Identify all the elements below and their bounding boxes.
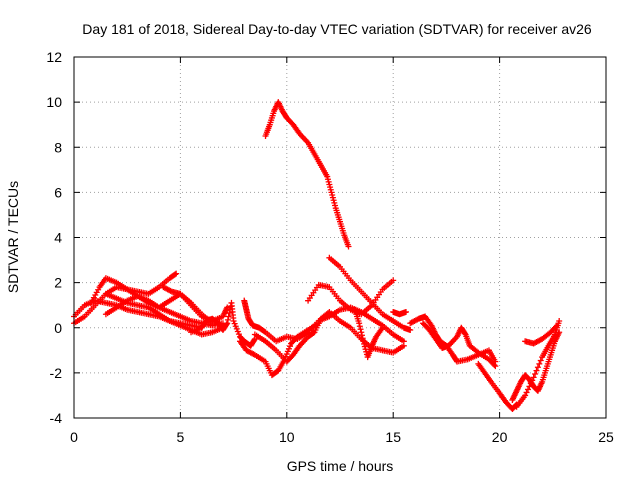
y-tick-label: 4 [54,230,62,246]
series-markers [102,290,226,338]
series-track-14 [351,306,386,361]
series-track-08 [241,297,407,345]
y-tick-label: 2 [54,275,62,291]
y-tick-label: 6 [54,184,62,200]
y-tick-label: 0 [54,320,62,336]
series-track-18 [475,360,520,412]
series-track-21 [522,322,561,347]
x-tick-label: 10 [279,429,295,445]
series-markers [241,297,407,345]
series-markers [513,317,563,410]
series-track-13 [326,254,414,334]
y-tick-label: -4 [50,410,63,426]
series-track-10 [236,320,322,379]
y-tick-label: -2 [50,365,63,381]
grid-layer [74,57,606,418]
series-track-15 [390,308,409,318]
series-track-06 [160,284,231,324]
y-axis-label: SDTVAR / TECUs [5,181,21,293]
chart-title: Day 181 of 2018, Sidereal Day-to-day VTE… [82,21,592,37]
series-track-16 [407,313,499,365]
y-tick-label: 8 [54,139,62,155]
x-tick-label: 20 [492,429,508,445]
series-track-07 [188,299,258,349]
axis-layer: 0 5 10 15 20 25 -4 -2 0 2 4 6 8 10 12 [46,49,614,445]
series-track-11 [262,99,352,250]
series-markers [475,360,520,412]
series-markers [262,99,352,250]
series-markers [390,308,409,318]
series-track-20 [513,317,563,410]
y-tick-label: 12 [46,49,62,65]
y-tick-label: 10 [46,94,62,110]
x-tick-label: 5 [177,429,185,445]
series-markers [160,284,231,324]
series-markers [236,320,322,379]
x-tick-label: 25 [598,429,614,445]
series-track-17 [419,320,499,370]
series-track-19 [509,329,563,403]
series-track-04 [102,290,226,338]
series-layer [71,99,563,412]
x-axis-label: GPS time / hours [287,458,394,474]
x-tick-label: 15 [385,429,401,445]
x-tick-label: 0 [70,429,78,445]
